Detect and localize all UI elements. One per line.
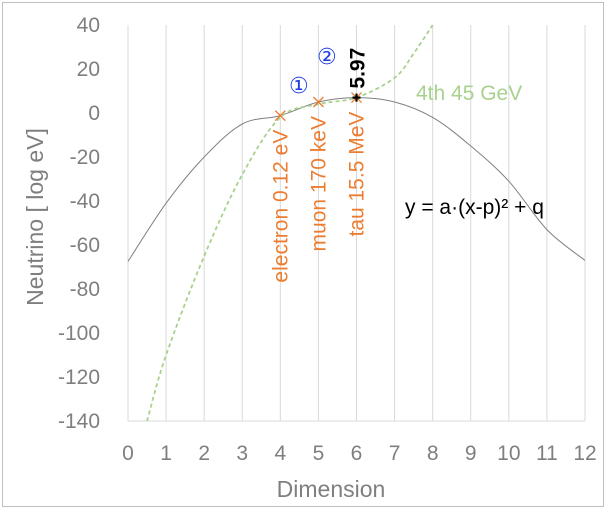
y-tick-label: -120 <box>58 366 100 389</box>
y-tick-label: -100 <box>58 322 100 345</box>
y-tick-label: 0 <box>88 102 100 125</box>
y-tick-label: -80 <box>70 278 100 301</box>
x-tick-label: 12 <box>573 442 596 465</box>
x-tick-label: 9 <box>465 442 477 465</box>
marker-1: ① <box>289 74 309 99</box>
particle-label-2: tau 15.5 MeV <box>346 112 369 237</box>
x-tick-label: 7 <box>389 442 401 465</box>
particle-marker-0 <box>274 110 286 122</box>
x-tick-label: 2 <box>198 442 210 465</box>
y-tick-label: 20 <box>77 58 100 81</box>
x-tick-label: 10 <box>497 442 520 465</box>
x-tick-label: 5 <box>313 442 325 465</box>
y-tick-label: -140 <box>58 410 100 433</box>
dashed-fit-curve <box>146 24 434 422</box>
particle-label-0: electron 0.12 eV <box>269 130 292 283</box>
y-tick-label: -20 <box>70 146 100 169</box>
x-tick-label: 4 <box>274 442 286 465</box>
y-tick-label: -40 <box>70 190 100 213</box>
peak-marker <box>352 93 361 102</box>
marker-2: ② <box>317 45 337 70</box>
x-tick-label: 11 <box>536 442 558 465</box>
x-tick-label: 6 <box>351 442 363 465</box>
x-tick-label: 1 <box>160 442 172 465</box>
x-tick-label: 0 <box>122 442 134 465</box>
x-tick-label: 8 <box>427 442 439 465</box>
y-tick-label: -60 <box>70 234 100 257</box>
particle-label-1: muon 170 keV <box>307 116 330 251</box>
x-tick-label: 3 <box>236 442 248 465</box>
x-axis-title: Dimension <box>277 476 386 502</box>
y-tick-label: 40 <box>77 14 100 37</box>
particle-marker-1 <box>312 96 324 108</box>
formula-label: y = a·(x-p)² + q <box>405 196 544 219</box>
fourth-generation-label: 4th 45 GeV <box>416 82 522 105</box>
y-axis-title: Neutrino [ log eV] <box>22 128 48 306</box>
peak-value-label: 5.97 <box>347 48 370 89</box>
